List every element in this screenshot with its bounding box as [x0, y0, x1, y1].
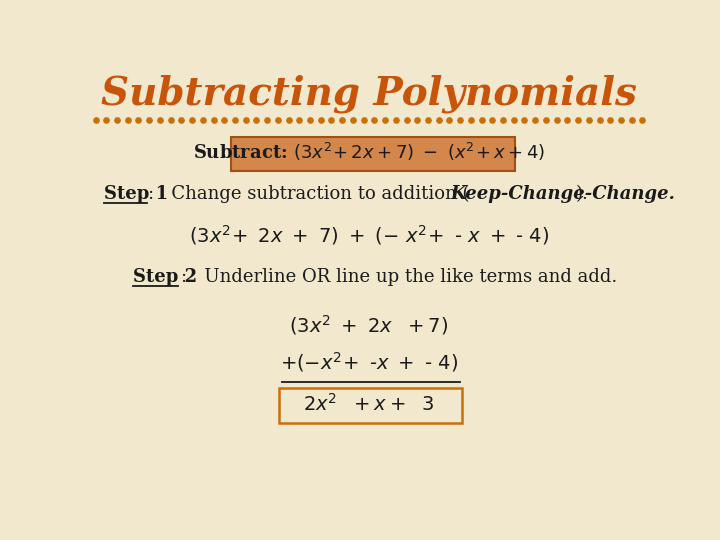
- Text: Step 1: Step 1: [104, 185, 168, 202]
- Text: $2x^2\ \ +x+\ \ 3$: $2x^2\ \ +x+\ \ 3$: [303, 393, 435, 415]
- Text: $+(-x^2\!+\ \text{-}x\ +\ \text{-}\ 4)$: $+(-x^2\!+\ \text{-}x\ +\ \text{-}\ 4)$: [280, 350, 458, 374]
- Text: $(3x^2\ +\ 2x\ \ +7)$: $(3x^2\ +\ 2x\ \ +7)$: [289, 313, 449, 336]
- Text: Step 2: Step 2: [132, 268, 197, 286]
- Text: $(3x^2\!+\ 2x\ +\ 7)\ +\ (-\ x^2\!+\ \text{-}\ x\ +\ \text{-}\ 4)$: $(3x^2\!+\ 2x\ +\ 7)\ +\ (-\ x^2\!+\ \te…: [189, 224, 549, 247]
- Text: :   Underline OR line up the like terms and add.: : Underline OR line up the like terms an…: [181, 268, 618, 286]
- Text: Subtract: $(3x^2\!+2x+7)\ -\ (x^2\!+x+4)$: Subtract: $(3x^2\!+2x+7)\ -\ (x^2\!+x+4)…: [193, 141, 545, 163]
- Text: Keep-Change-Change.: Keep-Change-Change.: [451, 185, 675, 202]
- Text: ).: ).: [576, 185, 589, 202]
- FancyBboxPatch shape: [279, 388, 462, 423]
- Text: Subtracting Polynomials: Subtracting Polynomials: [101, 75, 637, 113]
- Text: :   Change subtraction to addition (: : Change subtraction to addition (: [148, 185, 469, 203]
- FancyBboxPatch shape: [230, 137, 516, 171]
